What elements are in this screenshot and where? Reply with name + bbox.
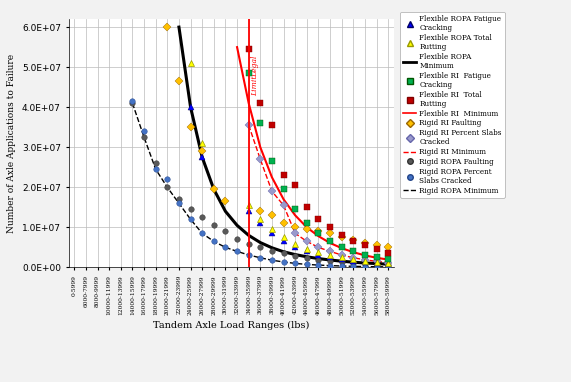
Text: Limit: Limit [251, 75, 259, 96]
X-axis label: Tandem Axle Load Ranges (lbs): Tandem Axle Load Ranges (lbs) [153, 320, 309, 330]
Y-axis label: Number of Axle Applications to Failure: Number of Axle Applications to Failure [7, 54, 17, 233]
Text: Legal: Legal [251, 55, 259, 77]
Legend: Flexible ROPA Fatigue
Cracking, Flexible ROPA Total
Rutting, Flexible ROPA
Minim: Flexible ROPA Fatigue Cracking, Flexible… [400, 11, 505, 198]
